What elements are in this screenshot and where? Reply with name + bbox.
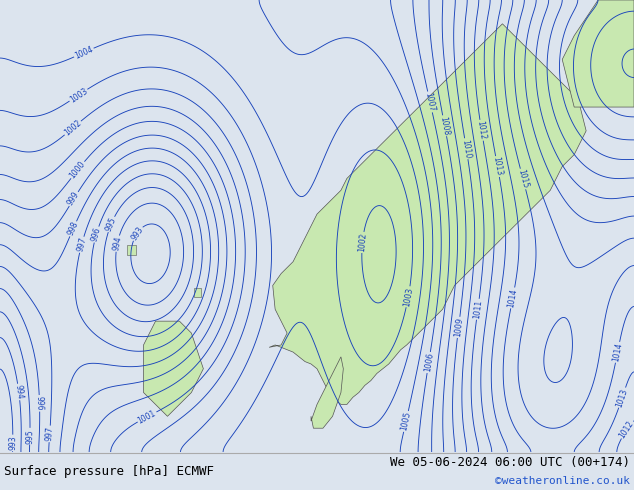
Text: 1013: 1013 — [491, 156, 503, 177]
Text: 996: 996 — [90, 226, 103, 243]
Text: 1013: 1013 — [615, 387, 630, 408]
Text: 993: 993 — [8, 436, 17, 450]
Text: 1012: 1012 — [618, 419, 634, 440]
Text: 998: 998 — [66, 220, 80, 237]
Text: We 05-06-2024 06:00 UTC (00+174): We 05-06-2024 06:00 UTC (00+174) — [390, 456, 630, 469]
Text: 1012: 1012 — [476, 120, 488, 141]
Text: 996: 996 — [35, 396, 44, 411]
Text: 995: 995 — [25, 429, 34, 443]
Text: 1008: 1008 — [439, 116, 451, 136]
Text: 993: 993 — [129, 225, 145, 242]
Text: 999: 999 — [66, 191, 81, 208]
Text: 1001: 1001 — [136, 408, 158, 425]
Text: 994: 994 — [13, 384, 24, 400]
Polygon shape — [127, 245, 136, 254]
Text: ©weatheronline.co.uk: ©weatheronline.co.uk — [495, 475, 630, 486]
Text: 1011: 1011 — [472, 299, 484, 319]
Text: 1003: 1003 — [68, 86, 89, 104]
Text: 1003: 1003 — [402, 287, 415, 307]
Text: 1015: 1015 — [516, 169, 530, 190]
Text: 1002: 1002 — [63, 119, 83, 138]
Text: 1005: 1005 — [399, 411, 413, 432]
Text: 1000: 1000 — [68, 160, 87, 180]
Polygon shape — [143, 321, 204, 416]
Text: 994: 994 — [112, 236, 123, 252]
Polygon shape — [562, 0, 634, 107]
Text: 1006: 1006 — [423, 352, 435, 373]
Text: Surface pressure [hPa] ECMWF: Surface pressure [hPa] ECMWF — [4, 465, 214, 477]
Text: 997: 997 — [45, 426, 55, 441]
Text: 1002: 1002 — [357, 232, 368, 252]
Text: 997: 997 — [75, 237, 88, 253]
Polygon shape — [269, 24, 586, 404]
Text: 1014: 1014 — [507, 288, 519, 308]
Polygon shape — [311, 357, 344, 428]
Polygon shape — [194, 288, 201, 297]
Text: 1004: 1004 — [73, 45, 94, 61]
Text: 1009: 1009 — [453, 317, 464, 338]
Text: 1010: 1010 — [460, 139, 472, 159]
Text: 1014: 1014 — [611, 342, 624, 363]
Text: 1007: 1007 — [424, 92, 436, 112]
Text: 995: 995 — [104, 216, 118, 233]
